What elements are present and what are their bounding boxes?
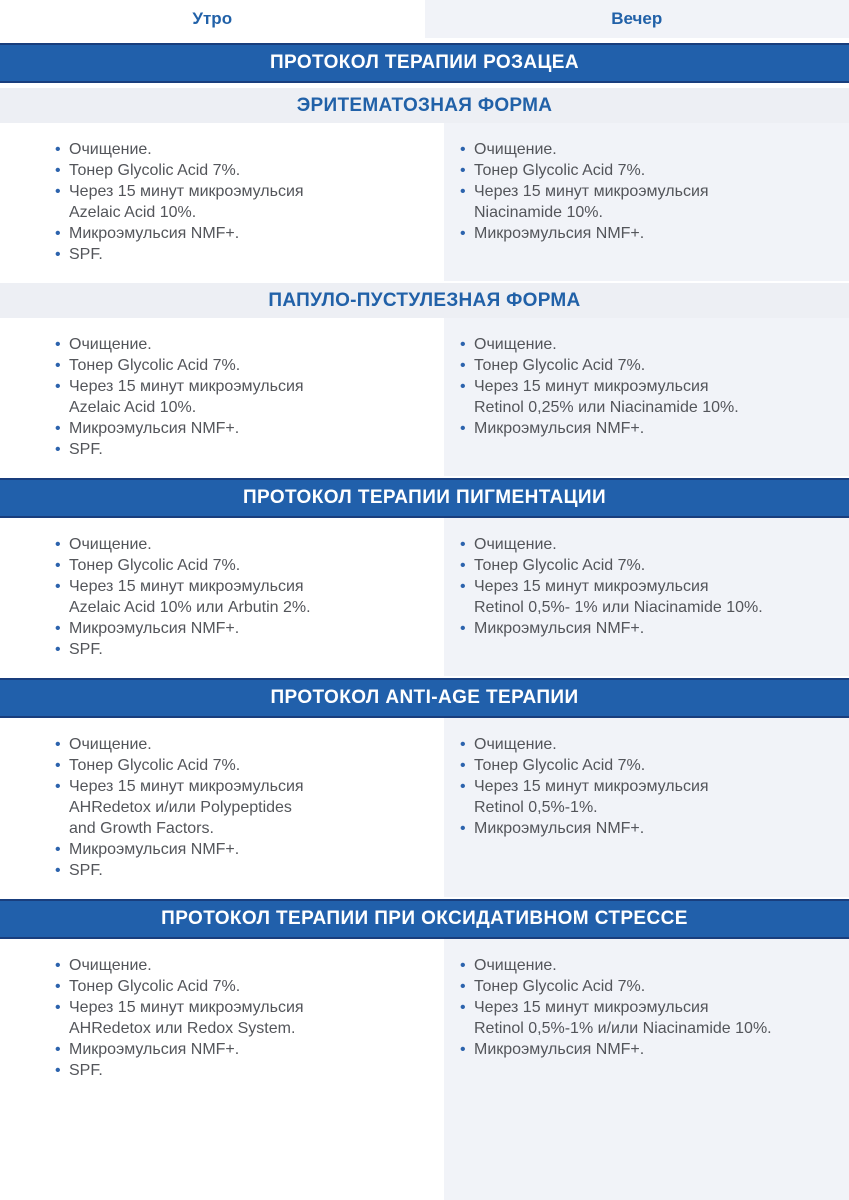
list-item: Тонер Glycolic Acid 7%. <box>55 976 432 997</box>
list-item: Через 15 минут микроэмульсия AHRedetox и… <box>55 776 432 839</box>
morning-list: Очищение.Тонер Glycolic Acid 7%.Через 15… <box>0 939 444 1200</box>
protocol-banner-oxidative-stress: ПРОТОКОЛ ТЕРАПИИ ПРИ ОКСИДАТИВНОМ СТРЕСС… <box>0 899 849 939</box>
list-item: SPF. <box>55 639 432 660</box>
list-item: Микроэмульсия NMF+. <box>55 1039 432 1060</box>
protocol-banner-pigmentation: ПРОТОКОЛ ТЕРАПИИ ПИГМЕНТАЦИИ <box>0 478 849 518</box>
list-item: Через 15 минут микроэмульсия Azelaic Aci… <box>55 376 432 418</box>
list-item: Через 15 минут микроэмульсия Azelaic Aci… <box>55 576 432 618</box>
lists-oxidative-stress: Очищение.Тонер Glycolic Acid 7%.Через 15… <box>0 939 849 1200</box>
list-item: Микроэмульсия NMF+. <box>55 223 432 244</box>
list-item: Через 15 минут микроэмульсия Retinol 0,5… <box>460 997 837 1039</box>
list-item: Очищение. <box>460 955 837 976</box>
lists-rosacea-papulopustular: Очищение.Тонер Glycolic Acid 7%.Через 15… <box>0 318 849 476</box>
column-headers: Утро Вечер <box>0 0 849 38</box>
lists-antiage: Очищение.Тонер Glycolic Acid 7%.Через 15… <box>0 718 849 897</box>
subsection-band-erythematous: ЭРИТЕМАТОЗНАЯ ФОРМА <box>0 88 849 123</box>
protocol-banner-rosacea: ПРОТОКОЛ ТЕРАПИИ РОЗАЦЕА <box>0 43 849 83</box>
subsection-band-papulopustular: ПАПУЛО-ПУСТУЛЕЗНАЯ ФОРМА <box>0 283 849 318</box>
list-item: Через 15 минут микроэмульсия Retinol 0,5… <box>460 776 837 818</box>
list-item: Очищение. <box>55 334 432 355</box>
list-item: SPF. <box>55 860 432 881</box>
list-item: Очищение. <box>460 734 837 755</box>
morning-list: Очищение.Тонер Glycolic Acid 7%.Через 15… <box>0 718 444 897</box>
list-item: Через 15 минут микроэмульсия AHRedetox и… <box>55 997 432 1039</box>
list-item: Тонер Glycolic Acid 7%. <box>460 160 837 181</box>
evening-list: Очищение.Тонер Glycolic Acid 7%.Через 15… <box>444 123 849 281</box>
list-item: Микроэмульсия NMF+. <box>460 818 837 839</box>
list-item: Тонер Glycolic Acid 7%. <box>55 555 432 576</box>
list-item: Тонер Glycolic Acid 7%. <box>460 976 837 997</box>
list-item: Очищение. <box>55 734 432 755</box>
list-item: Очищение. <box>55 534 432 555</box>
list-item: Микроэмульсия NMF+. <box>55 418 432 439</box>
list-item: Микроэмульсия NMF+. <box>55 839 432 860</box>
protocol-banner-oxidative-stress-title: ПРОТОКОЛ ТЕРАПИИ ПРИ ОКСИДАТИВНОМ СТРЕСС… <box>161 908 688 929</box>
list-item: Микроэмульсия NMF+. <box>460 618 837 639</box>
morning-list: Очищение.Тонер Glycolic Acid 7%.Через 15… <box>0 123 444 281</box>
list-item: Очищение. <box>460 534 837 555</box>
list-item: SPF. <box>55 1060 432 1081</box>
list-item: Очищение. <box>55 139 432 160</box>
list-item: SPF. <box>55 439 432 460</box>
evening-list: Очищение.Тонер Glycolic Acid 7%.Через 15… <box>444 318 849 476</box>
subsection-band-erythematous-title: ЭРИТЕМАТОЗНАЯ ФОРМА <box>296 94 553 116</box>
list-item: Очищение. <box>460 334 837 355</box>
list-item: Тонер Glycolic Acid 7%. <box>460 555 837 576</box>
morning-list: Очищение.Тонер Glycolic Acid 7%.Через 15… <box>0 518 444 676</box>
list-item: Тонер Glycolic Acid 7%. <box>460 355 837 376</box>
morning-list: Очищение.Тонер Glycolic Acid 7%.Через 15… <box>0 318 444 476</box>
list-item: Микроэмульсия NMF+. <box>460 1039 837 1060</box>
evening-list: Очищение.Тонер Glycolic Acid 7%.Через 15… <box>444 718 849 897</box>
list-item: Микроэмульсия NMF+. <box>55 618 432 639</box>
evening-list: Очищение.Тонер Glycolic Acid 7%.Через 15… <box>444 939 849 1200</box>
column-header-evening: Вечер <box>424 0 849 38</box>
protocol-banner-antiage-title: ПРОТОКОЛ ANTI-AGE ТЕРАПИИ <box>270 687 579 708</box>
list-item: Через 15 минут микроэмульсия Niacinamide… <box>460 181 837 223</box>
protocol-banner-pigmentation-title: ПРОТОКОЛ ТЕРАПИИ ПИГМЕНТАЦИИ <box>242 487 607 508</box>
list-item: Через 15 минут микроэмульсия Retinol 0,2… <box>460 376 837 418</box>
protocol-banner-antiage: ПРОТОКОЛ ANTI-AGE ТЕРАПИИ <box>0 678 849 718</box>
protocol-banner-rosacea-title: ПРОТОКОЛ ТЕРАПИИ РОЗАЦЕА <box>270 52 579 73</box>
list-item: Очищение. <box>55 955 432 976</box>
evening-label: Вечер <box>611 9 663 28</box>
list-item: Тонер Glycolic Acid 7%. <box>460 755 837 776</box>
lists-rosacea-erythematous: Очищение.Тонер Glycolic Acid 7%.Через 15… <box>0 123 849 281</box>
list-item: Очищение. <box>460 139 837 160</box>
subsection-band-papulopustular-title: ПАПУЛО-ПУСТУЛЕЗНАЯ ФОРМА <box>268 289 581 311</box>
list-item: Через 15 минут микроэмульсия Retinol 0,5… <box>460 576 837 618</box>
list-item: Тонер Glycolic Acid 7%. <box>55 355 432 376</box>
lists-pigmentation: Очищение.Тонер Glycolic Acid 7%.Через 15… <box>0 518 849 676</box>
column-header-morning: Утро <box>0 0 425 38</box>
list-item: Через 15 минут микроэмульсия Azelaic Aci… <box>55 181 432 223</box>
morning-label: Утро <box>192 9 233 28</box>
list-item: Микроэмульсия NMF+. <box>460 223 837 244</box>
list-item: SPF. <box>55 244 432 265</box>
list-item: Тонер Glycolic Acid 7%. <box>55 755 432 776</box>
list-item: Микроэмульсия NMF+. <box>460 418 837 439</box>
evening-list: Очищение.Тонер Glycolic Acid 7%.Через 15… <box>444 518 849 676</box>
list-item: Тонер Glycolic Acid 7%. <box>55 160 432 181</box>
